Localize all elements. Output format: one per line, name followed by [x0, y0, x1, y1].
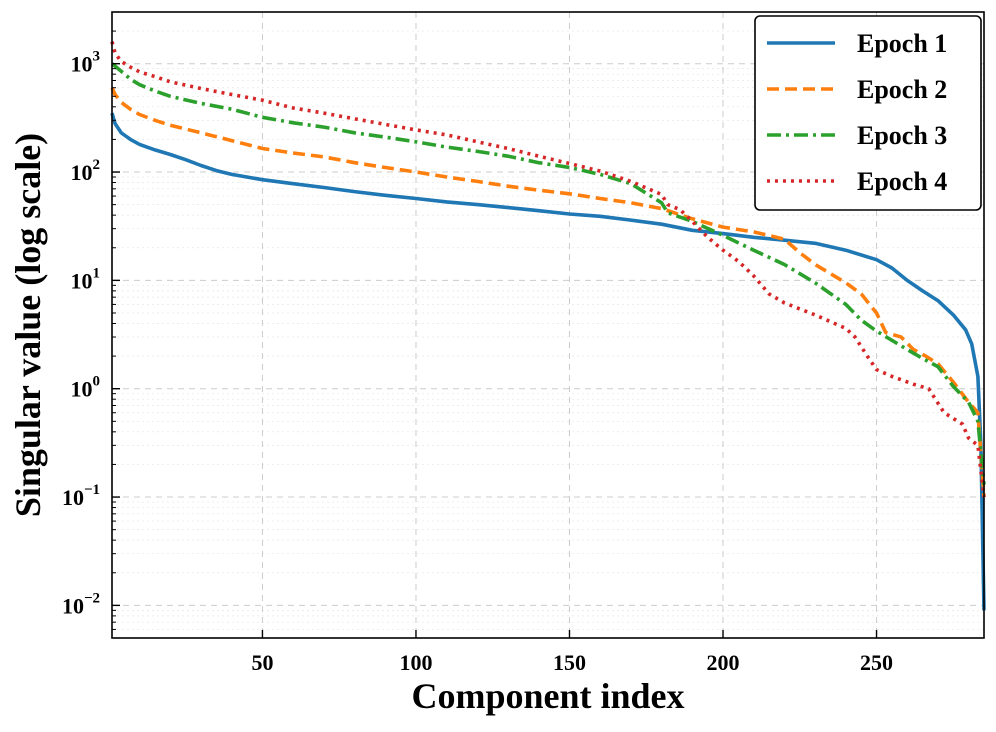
- plot-frame: [111, 11, 985, 639]
- tick-layer: 10−2 10−1 100 101 102 103 50 100 150 200 250: [62, 11, 893, 675]
- legend-label-epoch-2: Epoch 2: [857, 75, 947, 104]
- y-tick-label: 10−1: [62, 482, 100, 510]
- series-layer: [110, 41, 986, 611]
- y-tick-label: 100: [71, 374, 101, 402]
- x-tick-label: 150: [553, 650, 586, 675]
- y-tick-label: 10−2: [62, 590, 100, 618]
- series-line-epoch-1: [110, 112, 986, 611]
- legend: Epoch 1 Epoch 2 Epoch 3 Epoch 4: [754, 15, 982, 211]
- y-tick-label: 103: [71, 49, 101, 77]
- x-tick-label: 250: [860, 650, 893, 675]
- legend-box: [754, 15, 982, 211]
- x-axis-title: Component index: [411, 676, 684, 716]
- x-tick-label: 100: [399, 650, 432, 675]
- series-line-epoch-3: [110, 62, 986, 485]
- x-tick-label: 50: [251, 650, 273, 675]
- legend-label-epoch-4: Epoch 4: [857, 167, 947, 196]
- y-tick-label: 102: [71, 157, 101, 185]
- legend-label-epoch-3: Epoch 3: [857, 121, 947, 150]
- x-tick-label: 200: [707, 650, 740, 675]
- series-line-epoch-2: [110, 86, 986, 498]
- y-tick-label: 101: [71, 265, 101, 293]
- legend-label-epoch-1: Epoch 1: [857, 29, 947, 58]
- y-axis-title: Singular value (log scale): [8, 133, 48, 517]
